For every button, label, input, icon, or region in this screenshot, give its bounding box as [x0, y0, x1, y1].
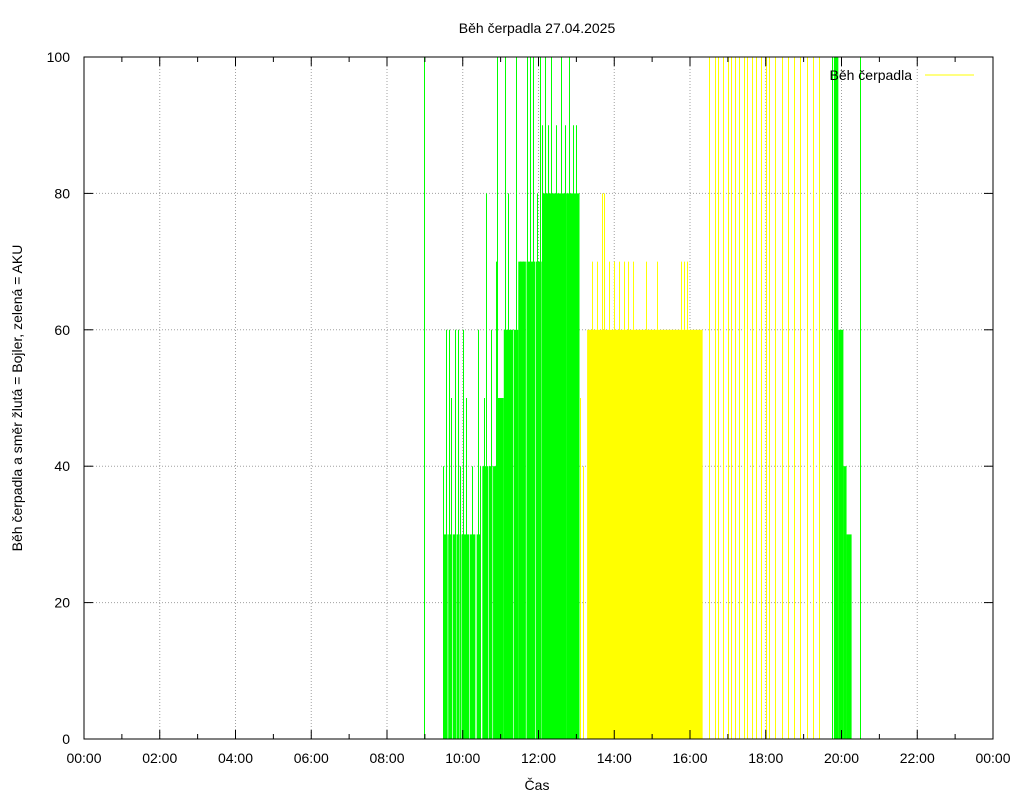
data-block [846, 534, 852, 739]
y-tick-label: 60 [54, 322, 70, 338]
x-tick-label: 14:00 [597, 750, 632, 766]
data-block [535, 261, 542, 739]
y-tick-label: 20 [54, 595, 70, 611]
legend: Běh čerpadla [829, 67, 974, 83]
x-tick-label: 00:00 [975, 750, 1010, 766]
data-block [493, 466, 497, 739]
plot-data [424, 57, 861, 739]
x-tick-label: 00:00 [66, 750, 101, 766]
axis-tick-labels: 00:00 02:00 04:00 06:00 08:00 10:00 12:00 14:00… [47, 49, 1011, 766]
data-block [518, 261, 526, 739]
data-block [497, 398, 504, 739]
data-block [587, 329, 703, 739]
x-axis-label: Čas [525, 777, 550, 793]
x-tick-label: 08:00 [369, 750, 404, 766]
y-tick-label: 40 [54, 458, 70, 474]
data-block [838, 329, 844, 739]
data-block [482, 466, 488, 739]
y-tick-label: 80 [54, 185, 70, 201]
series-bojler [580, 57, 820, 739]
x-tick-label: 12:00 [521, 750, 556, 766]
data-block [551, 193, 567, 739]
x-tick-label: 16:00 [672, 750, 707, 766]
x-tick-label: 02:00 [142, 750, 177, 766]
chart-title: Běh čerpadla 27.04.2025 [459, 20, 616, 36]
data-block [452, 534, 456, 739]
y-tick-label: 0 [62, 731, 70, 747]
x-tick-label: 20:00 [824, 750, 859, 766]
x-tick-label: 10:00 [445, 750, 480, 766]
x-tick-label: 18:00 [748, 750, 783, 766]
x-tick-label: 06:00 [294, 750, 329, 766]
series-aku [424, 57, 861, 739]
data-block [461, 534, 470, 739]
axis-ticks [83, 56, 994, 740]
data-block [542, 193, 552, 739]
x-tick-label: 22:00 [900, 750, 935, 766]
data-block [833, 57, 839, 739]
y-tick-label: 100 [47, 49, 71, 65]
data-block [443, 534, 448, 739]
data-block [488, 466, 493, 739]
y-axis-label: Běh čerpadla a směr žlutá = Bojler, zele… [9, 245, 25, 552]
x-tick-label: 04:00 [218, 750, 253, 766]
legend-label: Běh čerpadla [829, 67, 912, 83]
data-block [843, 466, 847, 739]
